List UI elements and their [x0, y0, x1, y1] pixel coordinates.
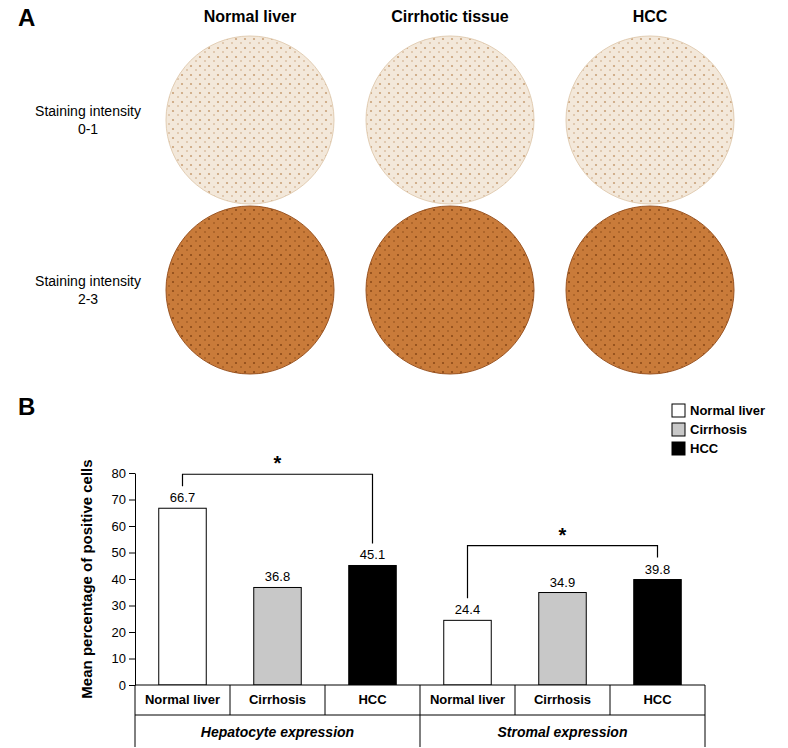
tick-label: 20 [112, 625, 126, 640]
y-tick: 70 [112, 492, 135, 507]
bars [159, 508, 682, 685]
tick-label: 0 [119, 678, 126, 693]
tick-mark [129, 659, 135, 660]
significance-bracket [183, 474, 373, 543]
bar [539, 593, 587, 685]
table-line [420, 685, 421, 747]
axis-line [135, 474, 136, 686]
bar [634, 580, 682, 685]
column-header: HCC [633, 8, 668, 25]
y-tick: 60 [112, 519, 135, 534]
table-line [230, 685, 231, 715]
y-tick: 10 [112, 651, 135, 666]
legend-label: Normal liver [690, 403, 765, 418]
significance-label: * [559, 524, 567, 546]
legend-swatch [672, 442, 685, 455]
x-tick-label: Cirrhosis [534, 692, 591, 707]
tissue-core [566, 206, 734, 374]
tick-label: 70 [112, 492, 126, 507]
y-axis: 0 10 20 30 40 50 60 70 80 [112, 466, 136, 693]
bar [254, 587, 302, 685]
bar [159, 508, 207, 685]
table-line [135, 685, 136, 747]
y-tick: 80 [112, 466, 135, 481]
column-header: Normal liver [204, 8, 296, 25]
tick-mark [129, 579, 135, 580]
row-label: 2-3 [78, 291, 98, 307]
tick-label: 50 [112, 545, 126, 560]
legend-label: Cirrhosis [690, 422, 747, 437]
tick-mark [129, 606, 135, 607]
x-tick-label: Cirrhosis [249, 692, 306, 707]
data-label: 24.4 [455, 602, 480, 617]
column-header: Cirrhotic tissue [391, 8, 508, 25]
tissue-core [166, 206, 334, 374]
tissue-core [366, 206, 534, 374]
panel-label: A [18, 4, 35, 31]
figure: A Normal liver Cirrhotic tissue HCC Staining… [0, 0, 788, 748]
significance-label: * [274, 452, 282, 474]
tissue-core [566, 36, 734, 204]
group-label: Stromal expression [498, 724, 628, 740]
tissue-core [166, 36, 334, 204]
significance-bracket [468, 546, 658, 599]
table-line [325, 685, 326, 715]
tick-mark [129, 473, 135, 474]
legend-swatch [672, 423, 685, 436]
tick-label: 30 [112, 598, 126, 613]
tick-label: 60 [112, 519, 126, 534]
tick-label: 80 [112, 466, 126, 481]
table-line [705, 685, 706, 747]
tick-mark [129, 526, 135, 527]
tick-mark [129, 685, 135, 686]
y-tick: 50 [112, 545, 135, 560]
panel-label: B [18, 393, 35, 420]
row-label: 0-1 [78, 121, 98, 137]
x-tick-label: HCC [643, 692, 672, 707]
legend-swatch [672, 404, 685, 417]
legend-label: HCC [690, 441, 719, 456]
data-label: 45.1 [360, 547, 385, 562]
y-tick: 30 [112, 598, 135, 613]
y-tick: 0 [119, 678, 135, 693]
tick-label: 40 [112, 572, 126, 587]
tick-label: 10 [112, 651, 126, 666]
table-line [515, 685, 516, 715]
x-tick-label: Normal liver [145, 692, 220, 707]
x-tick-label: Normal liver [430, 692, 505, 707]
tissue-core [366, 36, 534, 204]
data-label: 36.8 [265, 569, 290, 584]
data-label: 34.9 [550, 575, 575, 590]
data-label: 39.8 [645, 562, 670, 577]
table-line [610, 685, 611, 715]
y-axis-title: Mean percentage of positive cells [78, 459, 95, 698]
tick-mark [129, 553, 135, 554]
bar [349, 565, 397, 685]
legend: Normal liver Cirrhosis HCC [672, 403, 765, 456]
tick-mark [129, 500, 135, 501]
bar [444, 620, 492, 685]
row-label: Staining intensity [35, 103, 141, 119]
tick-mark [129, 632, 135, 633]
data-label: 66.7 [170, 490, 195, 505]
group-label: Hepatocyte expression [201, 724, 354, 740]
y-tick: 20 [112, 625, 135, 640]
y-tick: 40 [112, 572, 135, 587]
x-tick-label: HCC [358, 692, 387, 707]
row-label: Staining intensity [35, 273, 141, 289]
